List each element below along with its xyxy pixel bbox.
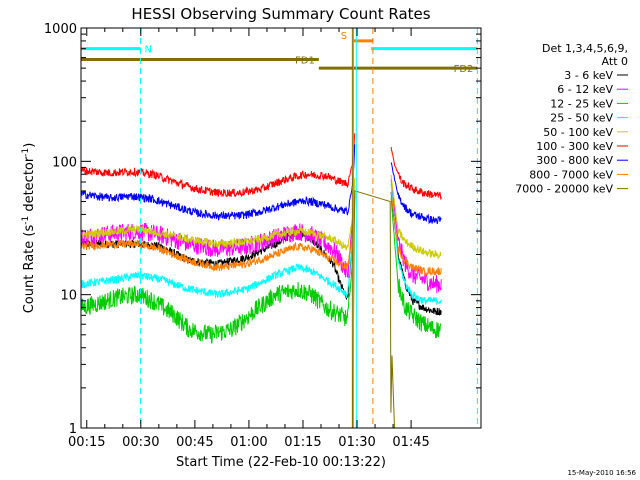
legend-label-50-100-kev: 50 - 100 keV <box>543 126 613 139</box>
x-tick-label-4: 01:15 <box>284 435 321 450</box>
series-line-6-12-kev <box>80 179 442 294</box>
coverage-bar-label-n: N <box>144 45 151 56</box>
chart-title: HESSI Observing Summary Count Rates <box>131 5 430 23</box>
legend-label-12-25-kev: 12 - 25 keV <box>550 97 613 110</box>
x-axis-label: Start Time (22-Feb-10 00:13:22) <box>176 455 386 470</box>
coverage-bars: N S FD1 FD2 <box>81 31 478 75</box>
y-tick-label-1: 10 <box>60 289 77 304</box>
x-tick-label-6: 01:45 <box>392 435 429 450</box>
coverage-bar-label-s: S <box>341 31 347 42</box>
legend-label-7000-20000-kev: 7000 - 20000 keV <box>515 183 613 196</box>
series-line-50-100-kev <box>80 175 442 260</box>
y-tick-label-2: 100 <box>52 155 77 170</box>
y-label-main: Count Rate (s <box>22 225 37 314</box>
y-tick-label-3: 1000 <box>44 22 77 37</box>
coverage-bar-label-fd1: FD1 <box>295 56 315 67</box>
y-label-mid: detector <box>22 156 37 216</box>
y-tick-label-0: 1 <box>69 422 77 437</box>
legend-label-800-7000-kev: 800 - 7000 keV <box>529 168 613 181</box>
legend-label-300-800-kev: 300 - 800 keV <box>536 154 613 167</box>
series-line-100-300-kev <box>80 133 442 200</box>
y-label-sup2: -1 <box>21 148 31 157</box>
axes: 00:15 00:30 00:45 01:00 01:15 01:30 01:45 1 10 10… <box>44 22 481 450</box>
legend-label-25-50-kev: 25 - 50 keV <box>550 112 613 125</box>
y-label-end: ) <box>22 143 37 148</box>
legend-label-3-6-kev: 3 - 6 keV <box>564 69 613 82</box>
series-line-25-50-kev <box>80 183 442 305</box>
x-tick-label-5: 01:30 <box>338 435 375 450</box>
x-tick-label-0: 00:15 <box>68 435 105 450</box>
generated-timestamp: 15-May-2010 16:56 <box>567 469 636 477</box>
coverage-bar-label-fd2: FD2 <box>454 64 474 75</box>
x-tick-label-1: 00:30 <box>122 435 159 450</box>
legend-label-6-12-kev: 6 - 12 keV <box>557 83 613 96</box>
x-tick-label-2: 00:45 <box>176 435 213 450</box>
legend-header-attenuator: Att 0 <box>602 55 628 68</box>
series-line-12-25-kev <box>80 196 442 344</box>
y-axis-label: Count Rate (s-1 detector-1) <box>21 143 37 314</box>
series-line-800-7000-kev <box>80 191 442 278</box>
x-tick-label-3: 01:00 <box>230 435 267 450</box>
plot-frame <box>80 27 482 429</box>
data-layer <box>80 133 442 429</box>
legend-header-detectors: Det 1,3,4,5,6,9, <box>542 42 628 55</box>
legend-label-100-300-kev: 100 - 300 keV <box>536 140 613 153</box>
series-line-300-800-kev <box>80 144 442 225</box>
y-label-sup1: -1 <box>21 216 31 225</box>
